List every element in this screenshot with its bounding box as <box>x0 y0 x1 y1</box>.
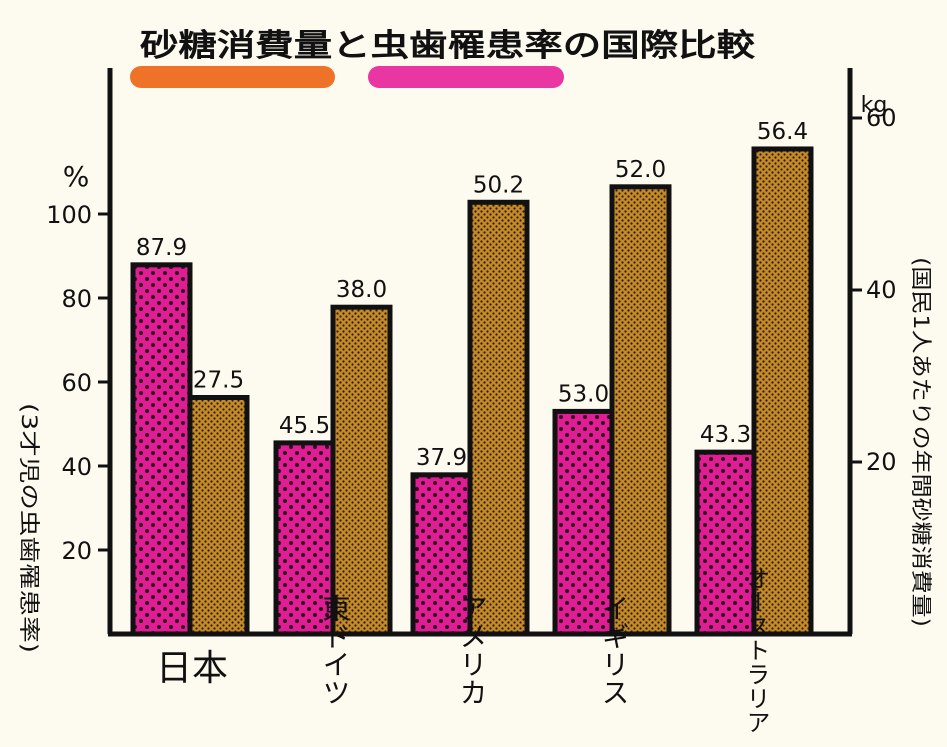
category-label: 日本 <box>156 648 228 689</box>
left-tick-label: 80 <box>61 285 92 313</box>
right-axis-unit: kg <box>861 93 888 118</box>
bar-value-label: 52.0 <box>615 157 666 183</box>
bar-sugar-consumption <box>751 146 814 637</box>
bar-value-label: 37.9 <box>416 445 467 471</box>
left-tick-label: 20 <box>61 537 92 565</box>
bar-value-label: 45.5 <box>279 413 330 439</box>
bar-value-label: 50.2 <box>473 172 524 198</box>
bar-value-label: 56.4 <box>757 119 808 145</box>
bar-value-label: 27.5 <box>193 368 244 394</box>
category-label: 東ドイツ <box>319 594 352 706</box>
category-label: アメリカ <box>456 594 489 706</box>
legend-swatch-pink <box>368 66 564 88</box>
bar-value-label: 53.0 <box>558 381 609 407</box>
category-label: イギリス <box>598 594 631 706</box>
chart-title: 砂糖消費量と虫歯罹患率の国際比較 <box>140 28 756 64</box>
right-tick-label: 20 <box>866 448 897 476</box>
bar-sugar-consumption <box>187 395 250 637</box>
left-axis-label: (3才児の虫歯罹患率) <box>17 403 41 653</box>
right-axis-label: (国民1人あたりの年間砂糖消費量) <box>909 257 933 627</box>
bar-sugar-consumption <box>467 199 530 637</box>
bar-sugar-consumption <box>609 184 672 637</box>
legend-swatch-orange <box>130 66 335 88</box>
bar-sugar-consumption <box>330 304 393 637</box>
left-tick-label: 60 <box>61 369 92 397</box>
category-label: オーストラリア <box>742 566 770 734</box>
bar-value-label: 87.9 <box>136 235 187 261</box>
left-tick-label: 100 <box>46 201 92 229</box>
left-axis-unit: % <box>63 160 90 193</box>
bar-caries-rate <box>130 262 193 637</box>
bar-value-label: 43.3 <box>700 422 751 448</box>
right-tick-label: 60 <box>866 104 897 132</box>
right-tick-label: 40 <box>866 276 897 304</box>
bar-value-label: 38.0 <box>336 277 387 303</box>
left-tick-label: 40 <box>61 453 92 481</box>
